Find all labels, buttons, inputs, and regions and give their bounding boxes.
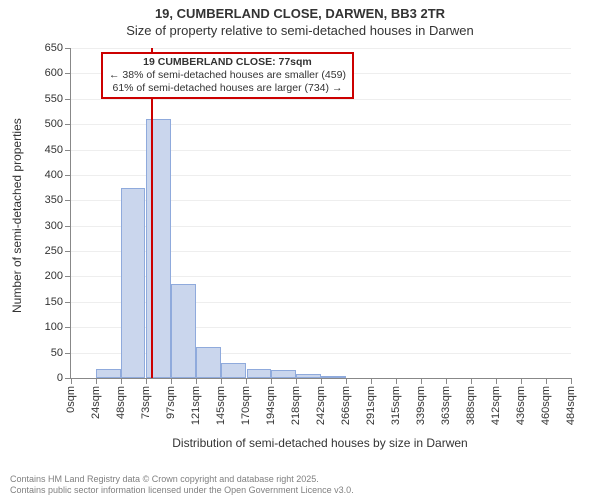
x-tick [321,378,322,384]
x-tick [196,378,197,384]
bar [321,376,346,378]
x-tick-label: 460sqm [540,386,552,425]
x-tick-label: 291sqm [365,386,377,425]
x-tick-label: 242sqm [315,386,327,425]
x-tick-label: 412sqm [490,386,502,425]
address-title: 19, CUMBERLAND CLOSE, DARWEN, BB3 2TR [0,6,600,23]
bar [121,188,146,378]
x-tick [271,378,272,384]
y-tick-label: 550 [45,93,63,105]
x-tick [396,378,397,384]
x-tick-label: 194sqm [265,386,277,425]
annotation-line2: 61% of semi-detached houses are larger (… [109,82,346,95]
x-tick-label: 388sqm [465,386,477,425]
x-tick-label: 436sqm [515,386,527,425]
bar [247,369,272,378]
x-axis-title: Distribution of semi-detached houses by … [172,436,467,450]
subtitle: Size of property relative to semi-detach… [0,23,600,40]
y-axis-label: Number of semi-detached properties [10,118,24,313]
x-tick-label: 48sqm [115,386,127,419]
y-tick-label: 200 [45,270,63,282]
x-tick [571,378,572,384]
footer: Contains HM Land Registry data © Crown c… [10,474,354,496]
titles: 19, CUMBERLAND CLOSE, DARWEN, BB3 2TR Si… [0,0,600,40]
y-tick-label: 250 [45,245,63,257]
x-tick [221,378,222,384]
bar [196,347,221,378]
x-tick-label: 145sqm [215,386,227,425]
chart-area: Number of semi-detached properties 19 CU… [30,48,590,448]
x-tick [446,378,447,384]
x-tick [246,378,247,384]
x-tick [521,378,522,384]
x-tick [471,378,472,384]
x-tick [421,378,422,384]
y-tick-label: 450 [45,144,63,156]
y-tick-label: 400 [45,169,63,181]
y-tick-label: 350 [45,194,63,206]
y-tick-label: 650 [45,42,63,54]
x-tick-label: 315sqm [390,386,402,425]
x-tick [346,378,347,384]
y-tick-label: 0 [57,372,63,384]
x-tick [146,378,147,384]
bar [296,374,321,378]
y-tick-label: 600 [45,67,63,79]
y-tick-label: 150 [45,296,63,308]
x-tick-label: 363sqm [440,386,452,425]
y-tick-label: 100 [45,321,63,333]
annotation-box: 19 CUMBERLAND CLOSE: 77sqm ← 38% of semi… [101,52,354,99]
x-tick [546,378,547,384]
x-tick [121,378,122,384]
y-tick-label: 50 [51,347,63,359]
y-tick-label: 500 [45,118,63,130]
bar [221,363,246,378]
x-tick-label: 73sqm [140,386,152,419]
x-tick-label: 121sqm [190,386,202,425]
x-tick-label: 0sqm [65,386,77,413]
bar [171,284,196,378]
x-tick-label: 266sqm [340,386,352,425]
x-tick [71,378,72,384]
x-tick-label: 484sqm [565,386,577,425]
chart-container: 19, CUMBERLAND CLOSE, DARWEN, BB3 2TR Si… [0,0,600,500]
footer-line2: Contains public sector information licen… [10,485,354,496]
x-tick [496,378,497,384]
annotation-line1: ← 38% of semi-detached houses are smalle… [109,69,346,82]
x-tick [371,378,372,384]
x-tick [296,378,297,384]
x-tick-label: 97sqm [165,386,177,419]
annotation-title: 19 CUMBERLAND CLOSE: 77sqm [109,56,346,69]
x-tick-label: 218sqm [290,386,302,425]
x-tick-label: 24sqm [90,386,102,419]
y-tick-label: 300 [45,220,63,232]
x-tick [171,378,172,384]
bar [271,370,296,378]
x-tick [96,378,97,384]
plot-area: 19 CUMBERLAND CLOSE: 77sqm ← 38% of semi… [70,48,571,379]
footer-line1: Contains HM Land Registry data © Crown c… [10,474,354,485]
bar [96,369,121,378]
x-tick-label: 170sqm [240,386,252,425]
x-tick-label: 339sqm [415,386,427,425]
